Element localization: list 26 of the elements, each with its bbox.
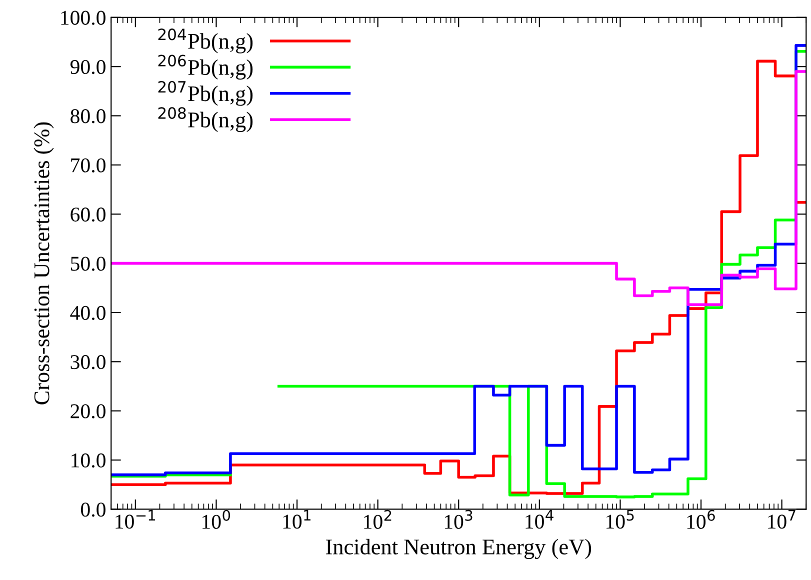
x-tick-label: 10$^{3}$	[444, 510, 472, 529]
y-tick-label: 40.0	[70, 306, 106, 320]
y-axis-title: Cross-section Uncertainties (%)	[34, 122, 54, 404]
x-tick-label: 10$^{2}$	[364, 510, 392, 529]
x-tick-label: 10$^{1}$	[283, 510, 310, 529]
legend-label: $^{204}$Pb(n,g)	[158, 28, 253, 54]
y-tick-label: 0.0	[81, 502, 106, 517]
y-tick-label: 80.0	[70, 109, 106, 124]
y-tick-label: 10.0	[72, 453, 106, 468]
y-tick-label: 100.0	[61, 10, 106, 25]
x-tick-label: 10$^{6}$	[687, 510, 715, 529]
x-axis-title: Incident Neutron Energy (eV)	[326, 538, 592, 560]
x-tick-label: 10$^{4}$	[526, 510, 554, 529]
y-tick-label: 30.0	[70, 355, 106, 370]
y-tick-label: 20.0	[70, 404, 106, 418]
x-tick-label: 10$^{7}$	[768, 510, 796, 529]
x-tick-label: 10$^{0}$	[202, 510, 230, 529]
y-tick-label: 70.0	[71, 158, 106, 172]
legend-label: $^{207}$Pb(n,g)	[158, 80, 253, 106]
x-tick-label: 10$^{−1}$	[116, 510, 156, 529]
legend-label: $^{208}$Pb(n,g)	[158, 107, 253, 132]
y-tick-label: 60.0	[70, 208, 106, 222]
legend-label: $^{206}$Pb(n,g)	[158, 54, 253, 80]
x-tick-label: 10$^{5}$	[606, 510, 634, 529]
y-tick-label: 50.0	[71, 256, 106, 271]
y-tick-label: 90.0	[70, 60, 106, 74]
